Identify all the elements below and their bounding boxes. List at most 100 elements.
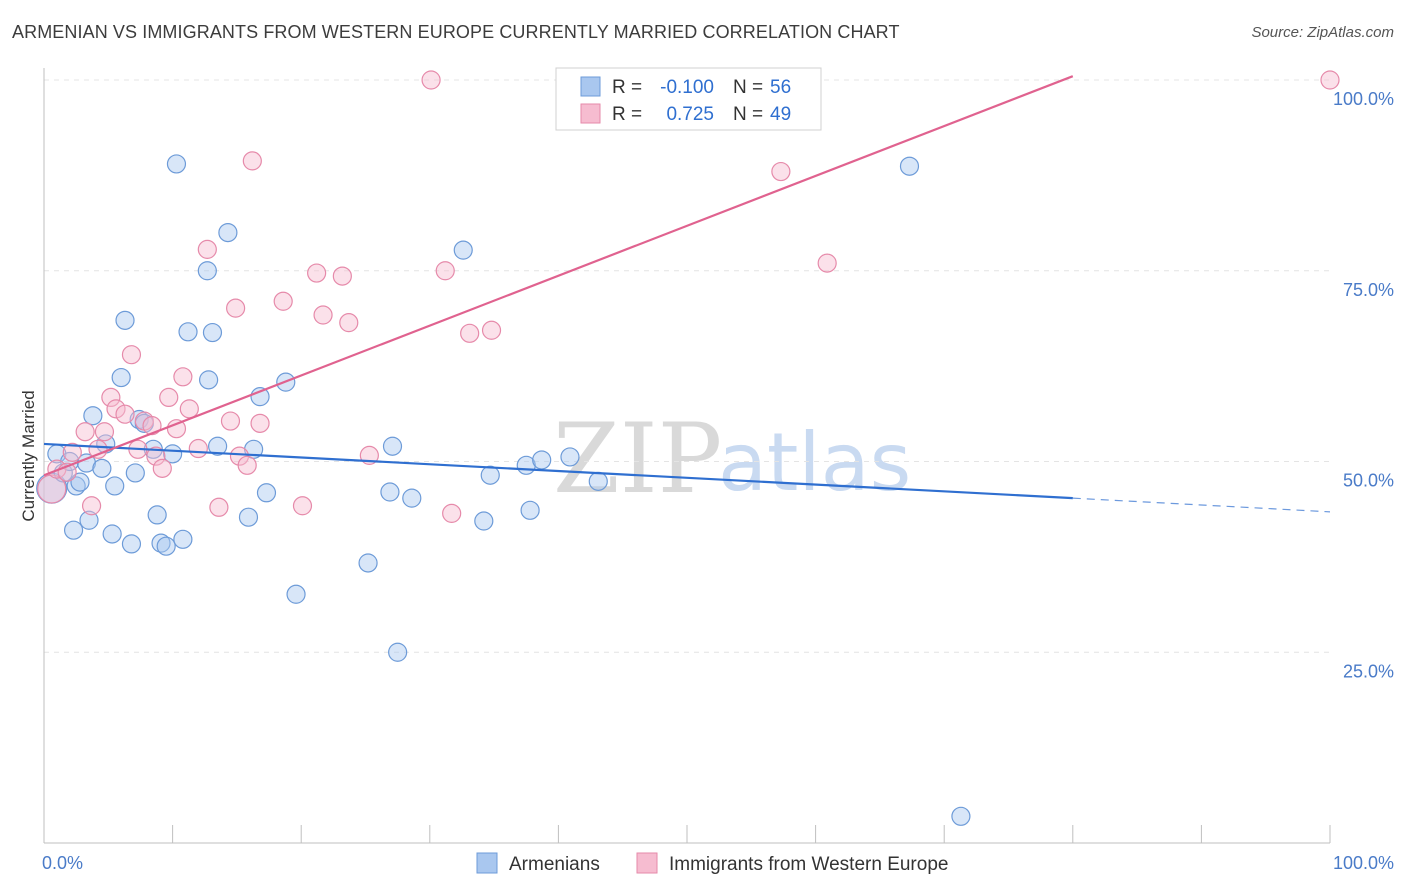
- armenians-point-4: [63, 520, 84, 540]
- watermark-atlas: atlas: [718, 416, 911, 509]
- armenians-point-39: [358, 553, 378, 573]
- armenians-point-15: [115, 310, 135, 330]
- bottom-legend-swatch-armenians: [476, 852, 498, 874]
- y-tick-label-50: 50.0%: [1343, 471, 1394, 491]
- western-europe-point-28: [242, 151, 262, 171]
- bottom-legend-swatch-western-europe: [636, 852, 658, 874]
- western-europe-point-15: [146, 446, 166, 466]
- y-tick-label-100: 100.0%: [1333, 89, 1394, 109]
- armenians-point-10: [92, 458, 112, 478]
- armenians-point-12: [102, 524, 122, 544]
- armenians-point-14: [111, 367, 131, 388]
- armenians-point-31: [208, 436, 228, 456]
- armenians-point-44: [453, 240, 473, 260]
- armenians-point-9: [83, 406, 103, 426]
- armenians-point-27: [178, 322, 198, 342]
- correlation-legend: R = -0.100 N = 56 R = 0.725 N = 49: [555, 67, 822, 131]
- armenians-point-30: [202, 322, 223, 343]
- western-europe-point-25: [226, 298, 246, 318]
- bottom-legend-label-western-europe: Immigrants from Western Europe: [669, 854, 948, 875]
- armenians-point-48: [520, 500, 540, 520]
- legend-r-value-2: 0.725: [666, 104, 714, 125]
- western-europe-trendline: [43, 75, 1074, 477]
- armenians-point-51: [588, 471, 608, 491]
- armenians-point-45: [474, 511, 494, 531]
- armenians-point-23: [156, 536, 176, 556]
- armenians-point-53: [951, 806, 971, 826]
- western-europe-point-20: [179, 399, 199, 419]
- watermark-zip: ZIP: [553, 403, 722, 515]
- armenians-trendline: [43, 442, 1073, 500]
- gridlines: [44, 79, 1330, 653]
- armenians-points: [36, 154, 971, 826]
- western-europe-point-22: [197, 239, 217, 259]
- armenians-point-40: [380, 482, 400, 502]
- legend-n-label-1: N =: [733, 77, 763, 98]
- y-axis-label: Currently Married: [19, 390, 38, 521]
- armenians-point-25: [166, 154, 187, 174]
- western-europe-point-33: [313, 305, 333, 325]
- western-europe-point-45: [1320, 70, 1340, 90]
- armenians-point-21: [147, 505, 167, 525]
- western-europe-points: [37, 70, 1340, 523]
- armenians-point-5: [66, 476, 86, 496]
- western-europe-point-0: [37, 474, 67, 504]
- armenians-point-33: [238, 507, 259, 527]
- western-europe-point-10: [115, 404, 135, 424]
- y-tick-label-75: 75.0%: [1343, 280, 1394, 300]
- legend-swatch-western-europe: [580, 103, 601, 124]
- western-europe-point-18: [166, 419, 187, 439]
- x-tick-label-max: 100.0%: [1333, 853, 1394, 873]
- armenians-point-42: [388, 642, 408, 662]
- chart-title: ARMENIAN VS IMMIGRANTS FROM WESTERN EURO…: [12, 22, 900, 42]
- western-europe-point-3: [62, 442, 82, 462]
- western-europe-point-41: [481, 320, 502, 340]
- western-europe-point-14: [142, 416, 162, 436]
- armenians-point-32: [218, 223, 238, 243]
- chart-source: Source: ZipAtlas.com: [1251, 24, 1394, 41]
- western-europe-point-27: [237, 455, 257, 475]
- western-europe-point-34: [332, 266, 352, 286]
- western-europe-point-8: [101, 387, 121, 408]
- y-tick-labels: 25.0% 50.0% 75.0% 100.0%: [1333, 89, 1394, 681]
- y-tick-label-25: 25.0%: [1343, 661, 1394, 681]
- legend-n-label-2: N =: [733, 104, 763, 125]
- trendlines: [43, 75, 1331, 513]
- western-europe-point-43: [771, 161, 791, 182]
- western-europe-point-7: [94, 422, 115, 442]
- western-europe-point-44: [817, 253, 837, 273]
- legend-n-value-1: 56: [770, 77, 791, 98]
- armenians-point-13: [105, 476, 125, 496]
- legend-swatch-armenians: [580, 76, 601, 97]
- western-europe-point-4: [75, 422, 95, 442]
- western-europe-point-6: [88, 439, 108, 459]
- legend-r-label-2: R =: [612, 104, 642, 125]
- western-europe-point-37: [421, 70, 441, 90]
- armenians-point-22: [151, 533, 171, 553]
- western-europe-point-19: [173, 367, 193, 387]
- western-europe-point-38: [435, 261, 455, 281]
- armenians-point-29: [199, 370, 219, 390]
- x-ticks: [43, 825, 1331, 843]
- armenians-point-8: [79, 510, 99, 530]
- armenians-point-36: [256, 483, 277, 503]
- armenians-point-43: [402, 488, 422, 508]
- western-europe-point-31: [292, 496, 313, 516]
- series-legend: Armenians Immigrants from Western Europe: [476, 852, 948, 875]
- armenians-point-28: [197, 261, 217, 281]
- western-europe-point-21: [188, 438, 208, 459]
- western-europe-point-9: [106, 399, 126, 419]
- western-europe-point-5: [81, 496, 102, 516]
- armenians-point-16: [121, 534, 142, 554]
- armenians-point-38: [286, 584, 306, 604]
- armenians-point-50: [560, 447, 580, 467]
- armenians-point-52: [899, 156, 920, 176]
- western-europe-point-29: [250, 413, 270, 433]
- western-europe-point-32: [307, 263, 327, 283]
- armenians-point-46: [480, 465, 500, 485]
- western-europe-point-30: [273, 291, 293, 311]
- armenians-point-49: [532, 450, 552, 470]
- western-europe-point-39: [442, 503, 462, 523]
- western-europe-point-35: [339, 313, 359, 333]
